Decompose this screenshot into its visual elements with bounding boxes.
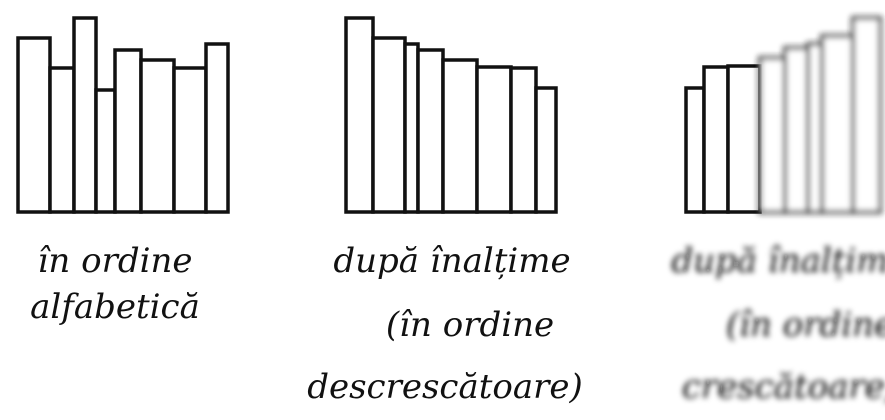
book	[511, 68, 536, 212]
caption-line: descrescătoare)	[307, 367, 583, 407]
caption-line: după înalțime	[671, 241, 885, 281]
book	[728, 66, 760, 212]
book	[808, 44, 822, 212]
book	[405, 44, 418, 212]
book	[373, 38, 405, 212]
book	[853, 18, 880, 212]
book	[50, 68, 74, 212]
book	[686, 88, 704, 212]
book	[477, 67, 511, 212]
caption-line: în ordine	[38, 241, 193, 281]
caption-line: alfabetică	[30, 287, 200, 327]
page: {"groups": [ {"caption": ["în ordine", "…	[0, 0, 885, 420]
book	[704, 67, 728, 212]
book	[536, 88, 556, 212]
books-alphabetical	[18, 18, 228, 212]
books-ascending	[686, 18, 880, 212]
books-descending	[346, 18, 556, 212]
book	[141, 60, 174, 212]
book	[418, 50, 443, 212]
book	[822, 36, 853, 212]
book	[760, 58, 785, 212]
book	[96, 90, 115, 212]
book	[18, 38, 50, 212]
book	[346, 18, 373, 212]
book	[206, 44, 228, 212]
book	[785, 48, 808, 212]
book	[443, 60, 477, 212]
caption-line: (în ordine	[726, 305, 885, 345]
caption-line: crescătoare)	[682, 367, 885, 407]
caption-line: (în ordine	[386, 305, 554, 345]
book	[174, 68, 206, 212]
book	[74, 18, 96, 212]
caption-line: după înalțime	[333, 241, 570, 281]
book-sorting-illustration: în ordine alfabetică după înalțime (în o…	[0, 0, 885, 420]
book	[115, 50, 141, 212]
